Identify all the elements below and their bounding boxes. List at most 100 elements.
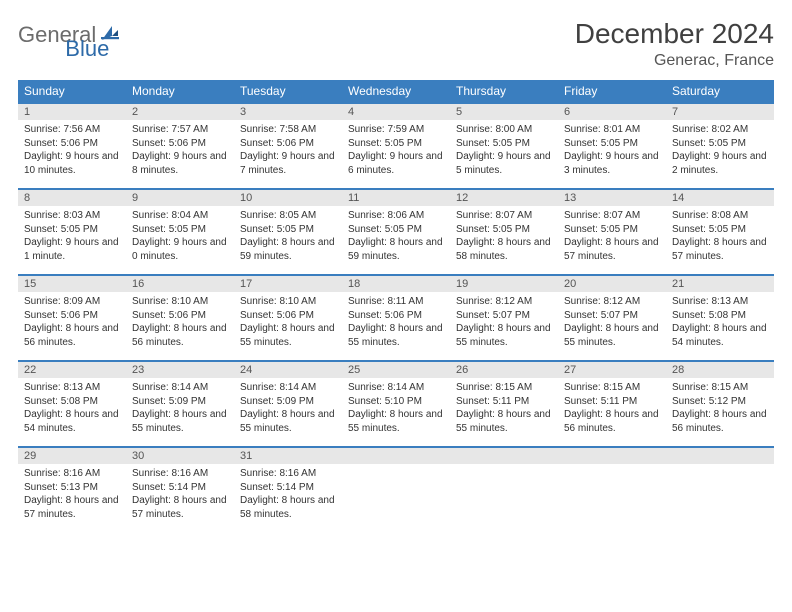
day-number <box>342 446 450 464</box>
day-number: 5 <box>450 102 558 120</box>
calendar-cell: 11Sunrise: 8:06 AMSunset: 5:05 PMDayligh… <box>342 188 450 274</box>
calendar-cell: 10Sunrise: 8:05 AMSunset: 5:05 PMDayligh… <box>234 188 342 274</box>
day-number <box>558 446 666 464</box>
day-number: 25 <box>342 360 450 378</box>
day-body: Sunrise: 8:13 AMSunset: 5:08 PMDaylight:… <box>666 292 774 353</box>
day-body: Sunrise: 8:01 AMSunset: 5:05 PMDaylight:… <box>558 120 666 181</box>
day-body: Sunrise: 8:07 AMSunset: 5:05 PMDaylight:… <box>450 206 558 267</box>
day-body: Sunrise: 7:58 AMSunset: 5:06 PMDaylight:… <box>234 120 342 181</box>
day-body: Sunrise: 7:57 AMSunset: 5:06 PMDaylight:… <box>126 120 234 181</box>
day-body: Sunrise: 8:12 AMSunset: 5:07 PMDaylight:… <box>558 292 666 353</box>
day-body: Sunrise: 8:05 AMSunset: 5:05 PMDaylight:… <box>234 206 342 267</box>
calendar-cell: 26Sunrise: 8:15 AMSunset: 5:11 PMDayligh… <box>450 360 558 446</box>
page-header: General Blue December 2024 Generac, Fran… <box>18 18 774 70</box>
location-subtitle: Generac, France <box>575 52 774 70</box>
day-number: 10 <box>234 188 342 206</box>
calendar-cell: 20Sunrise: 8:12 AMSunset: 5:07 PMDayligh… <box>558 274 666 360</box>
calendar-cell: 2Sunrise: 7:57 AMSunset: 5:06 PMDaylight… <box>126 102 234 188</box>
calendar-cell: 1Sunrise: 7:56 AMSunset: 5:06 PMDaylight… <box>18 102 126 188</box>
day-number <box>450 446 558 464</box>
calendar-cell: 27Sunrise: 8:15 AMSunset: 5:11 PMDayligh… <box>558 360 666 446</box>
day-number: 21 <box>666 274 774 292</box>
calendar-cell: 17Sunrise: 8:10 AMSunset: 5:06 PMDayligh… <box>234 274 342 360</box>
day-body: Sunrise: 8:12 AMSunset: 5:07 PMDaylight:… <box>450 292 558 353</box>
day-number: 15 <box>18 274 126 292</box>
weekday-header: Tuesday <box>234 80 342 102</box>
calendar-cell: 5Sunrise: 8:00 AMSunset: 5:05 PMDaylight… <box>450 102 558 188</box>
day-number: 22 <box>18 360 126 378</box>
day-body: Sunrise: 8:09 AMSunset: 5:06 PMDaylight:… <box>18 292 126 353</box>
day-body: Sunrise: 8:14 AMSunset: 5:09 PMDaylight:… <box>126 378 234 439</box>
day-body <box>558 464 666 471</box>
day-number: 1 <box>18 102 126 120</box>
logo-word-2: Blue <box>65 36 109 62</box>
calendar-table: SundayMondayTuesdayWednesdayThursdayFrid… <box>18 80 774 532</box>
calendar-row: 1Sunrise: 7:56 AMSunset: 5:06 PMDaylight… <box>18 102 774 188</box>
calendar-cell <box>342 446 450 532</box>
day-number: 28 <box>666 360 774 378</box>
calendar-cell: 3Sunrise: 7:58 AMSunset: 5:06 PMDaylight… <box>234 102 342 188</box>
day-number: 27 <box>558 360 666 378</box>
calendar-cell: 29Sunrise: 8:16 AMSunset: 5:13 PMDayligh… <box>18 446 126 532</box>
calendar-cell: 8Sunrise: 8:03 AMSunset: 5:05 PMDaylight… <box>18 188 126 274</box>
day-number: 6 <box>558 102 666 120</box>
day-number: 19 <box>450 274 558 292</box>
day-body: Sunrise: 8:10 AMSunset: 5:06 PMDaylight:… <box>234 292 342 353</box>
calendar-cell: 12Sunrise: 8:07 AMSunset: 5:05 PMDayligh… <box>450 188 558 274</box>
calendar-cell <box>450 446 558 532</box>
calendar-cell: 19Sunrise: 8:12 AMSunset: 5:07 PMDayligh… <box>450 274 558 360</box>
day-body <box>450 464 558 471</box>
day-number: 24 <box>234 360 342 378</box>
day-body: Sunrise: 8:00 AMSunset: 5:05 PMDaylight:… <box>450 120 558 181</box>
day-body: Sunrise: 8:16 AMSunset: 5:14 PMDaylight:… <box>234 464 342 525</box>
weekday-header: Monday <box>126 80 234 102</box>
calendar-cell: 30Sunrise: 8:16 AMSunset: 5:14 PMDayligh… <box>126 446 234 532</box>
calendar-cell: 7Sunrise: 8:02 AMSunset: 5:05 PMDaylight… <box>666 102 774 188</box>
day-number: 17 <box>234 274 342 292</box>
calendar-cell <box>558 446 666 532</box>
calendar-row: 8Sunrise: 8:03 AMSunset: 5:05 PMDaylight… <box>18 188 774 274</box>
day-number: 3 <box>234 102 342 120</box>
calendar-body: 1Sunrise: 7:56 AMSunset: 5:06 PMDaylight… <box>18 102 774 532</box>
title-block: December 2024 Generac, France <box>575 18 774 70</box>
day-body: Sunrise: 8:16 AMSunset: 5:13 PMDaylight:… <box>18 464 126 525</box>
day-body <box>666 464 774 471</box>
calendar-cell: 4Sunrise: 7:59 AMSunset: 5:05 PMDaylight… <box>342 102 450 188</box>
day-number <box>666 446 774 464</box>
day-number: 8 <box>18 188 126 206</box>
calendar-cell: 22Sunrise: 8:13 AMSunset: 5:08 PMDayligh… <box>18 360 126 446</box>
day-body: Sunrise: 8:06 AMSunset: 5:05 PMDaylight:… <box>342 206 450 267</box>
day-body: Sunrise: 8:14 AMSunset: 5:10 PMDaylight:… <box>342 378 450 439</box>
calendar-row: 15Sunrise: 8:09 AMSunset: 5:06 PMDayligh… <box>18 274 774 360</box>
calendar-cell: 18Sunrise: 8:11 AMSunset: 5:06 PMDayligh… <box>342 274 450 360</box>
day-number: 14 <box>666 188 774 206</box>
calendar-cell: 24Sunrise: 8:14 AMSunset: 5:09 PMDayligh… <box>234 360 342 446</box>
weekday-header: Friday <box>558 80 666 102</box>
day-body: Sunrise: 8:15 AMSunset: 5:11 PMDaylight:… <box>558 378 666 439</box>
day-number: 23 <box>126 360 234 378</box>
day-body: Sunrise: 7:56 AMSunset: 5:06 PMDaylight:… <box>18 120 126 181</box>
day-body: Sunrise: 8:04 AMSunset: 5:05 PMDaylight:… <box>126 206 234 267</box>
day-number: 13 <box>558 188 666 206</box>
day-number: 12 <box>450 188 558 206</box>
calendar-cell: 9Sunrise: 8:04 AMSunset: 5:05 PMDaylight… <box>126 188 234 274</box>
calendar-cell: 31Sunrise: 8:16 AMSunset: 5:14 PMDayligh… <box>234 446 342 532</box>
day-body: Sunrise: 8:07 AMSunset: 5:05 PMDaylight:… <box>558 206 666 267</box>
day-body: Sunrise: 8:13 AMSunset: 5:08 PMDaylight:… <box>18 378 126 439</box>
month-title: December 2024 <box>575 18 774 50</box>
weekday-header: Sunday <box>18 80 126 102</box>
calendar-row: 29Sunrise: 8:16 AMSunset: 5:13 PMDayligh… <box>18 446 774 532</box>
day-body: Sunrise: 8:08 AMSunset: 5:05 PMDaylight:… <box>666 206 774 267</box>
day-number: 9 <box>126 188 234 206</box>
weekday-header-row: SundayMondayTuesdayWednesdayThursdayFrid… <box>18 80 774 102</box>
day-body: Sunrise: 8:02 AMSunset: 5:05 PMDaylight:… <box>666 120 774 181</box>
day-number: 4 <box>342 102 450 120</box>
day-body: Sunrise: 8:15 AMSunset: 5:11 PMDaylight:… <box>450 378 558 439</box>
calendar-cell: 21Sunrise: 8:13 AMSunset: 5:08 PMDayligh… <box>666 274 774 360</box>
calendar-cell: 25Sunrise: 8:14 AMSunset: 5:10 PMDayligh… <box>342 360 450 446</box>
weekday-header: Thursday <box>450 80 558 102</box>
weekday-header: Saturday <box>666 80 774 102</box>
calendar-row: 22Sunrise: 8:13 AMSunset: 5:08 PMDayligh… <box>18 360 774 446</box>
day-body: Sunrise: 8:03 AMSunset: 5:05 PMDaylight:… <box>18 206 126 267</box>
calendar-cell: 6Sunrise: 8:01 AMSunset: 5:05 PMDaylight… <box>558 102 666 188</box>
